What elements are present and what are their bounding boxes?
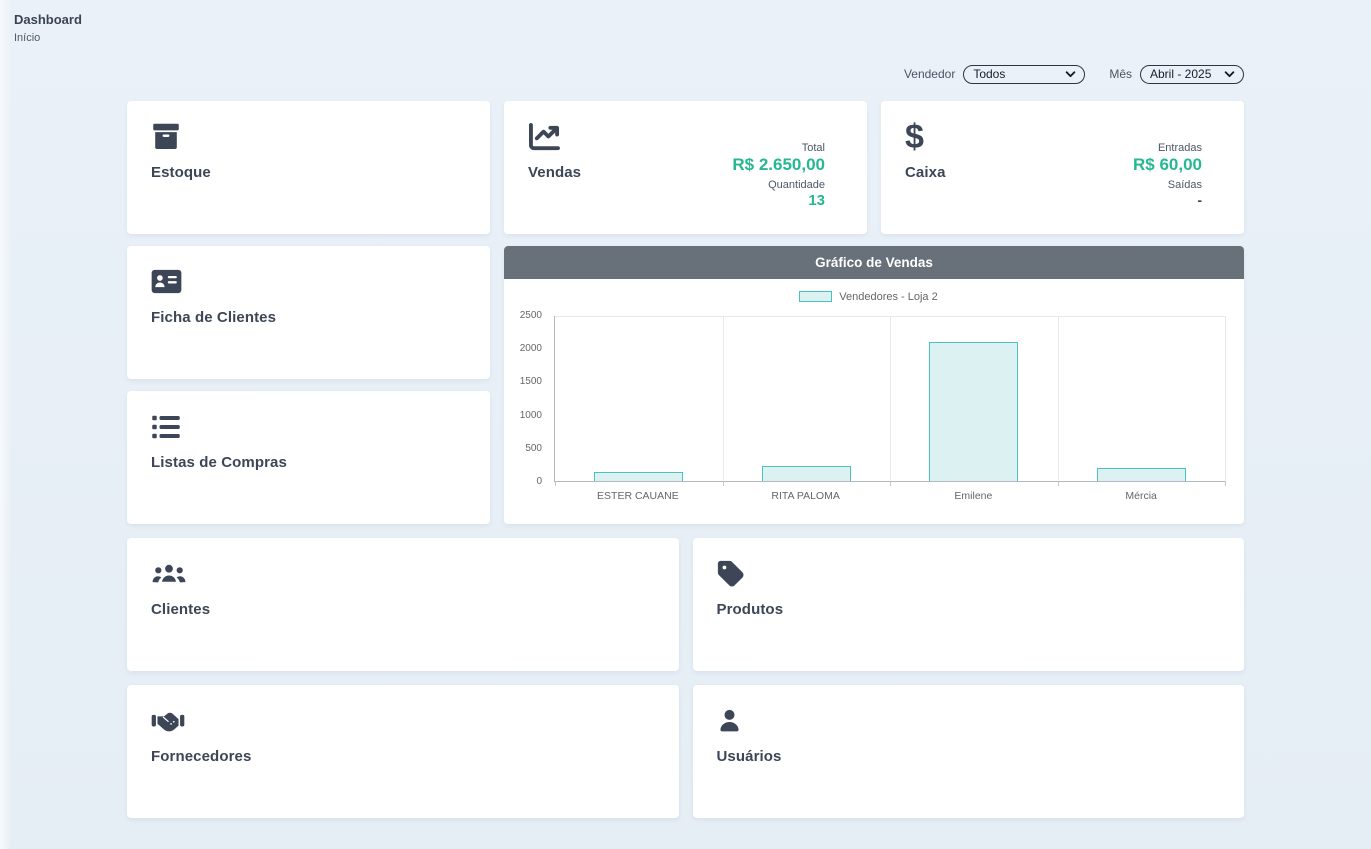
page-header: Dashboard Início	[0, 0, 1371, 44]
filters-bar: Vendedor Todos Mês Abril - 2025	[127, 65, 1244, 84]
usuarios-card[interactable]: Usuários	[693, 685, 1245, 818]
vendas-quantidade-value: 13	[732, 191, 825, 211]
bar-chart: 05001000150020002500 ESTER CAUANERITA PA…	[554, 316, 1225, 502]
box-archive-icon	[151, 123, 181, 150]
caixa-label: Caixa	[905, 164, 946, 181]
clientes-label: Clientes	[151, 601, 655, 618]
ficha-clientes-label: Ficha de Clientes	[151, 309, 466, 326]
produtos-card[interactable]: Produtos	[693, 538, 1245, 671]
chevron-down-icon	[1065, 71, 1076, 78]
y-axis: 05001000150020002500	[512, 316, 548, 482]
x-axis: ESTER CAUANERITA PALOMAEmileneMércia	[554, 490, 1225, 502]
y-tick-label: 2500	[520, 310, 542, 322]
caixa-saidas-value: -	[1133, 191, 1202, 211]
fornecedores-label: Fornecedores	[151, 748, 655, 765]
listas-compras-card[interactable]: Listas de Compras	[127, 391, 490, 524]
legend-item[interactable]: Vendedores - Loja 2	[799, 291, 937, 303]
vendas-card[interactable]: Vendas Total R$ 2.650,00 Quantidade 13	[504, 101, 867, 234]
mes-select[interactable]: Abril - 2025	[1140, 65, 1244, 84]
vendas-total-value: R$ 2.650,00	[732, 154, 825, 176]
vendas-label: Vendas	[528, 164, 581, 181]
chart-bar	[594, 472, 683, 481]
estoque-card[interactable]: Estoque	[127, 101, 490, 234]
chart-bar	[1097, 468, 1186, 481]
mes-label: Mês	[1109, 67, 1132, 81]
chart-line-icon	[528, 121, 561, 152]
breadcrumb[interactable]: Início	[14, 32, 1357, 44]
x-category-label: ESTER CAUANE	[554, 490, 722, 502]
chart-panel: Gráfico de Vendas Vendedores - Loja 2 05…	[504, 246, 1244, 524]
chevron-down-icon	[1224, 71, 1235, 78]
ficha-clientes-card[interactable]: Ficha de Clientes	[127, 246, 490, 379]
y-tick-label: 2000	[520, 343, 542, 355]
legend-swatch	[799, 291, 832, 302]
chart-panel-title: Gráfico de Vendas	[504, 246, 1244, 279]
vendedor-label: Vendedor	[904, 67, 955, 81]
fornecedores-card[interactable]: Fornecedores	[127, 685, 679, 818]
mes-select-value: Abril - 2025	[1150, 67, 1211, 81]
caixa-saidas-label: Saídas	[1133, 179, 1202, 191]
list-icon	[151, 414, 181, 440]
chart-plot	[554, 316, 1225, 482]
vendas-quantidade-label: Quantidade	[732, 179, 825, 191]
page-title: Dashboard	[14, 12, 1357, 29]
handshake-icon	[151, 709, 185, 733]
y-tick-label: 0	[536, 476, 542, 488]
vendedor-select-value: Todos	[973, 67, 1005, 81]
address-card-icon	[151, 269, 182, 294]
chart-bar	[929, 342, 1018, 481]
y-tick-label: 1500	[520, 376, 542, 388]
caixa-entradas-value: R$ 60,00	[1133, 154, 1202, 176]
legend-label: Vendedores - Loja 2	[839, 291, 937, 303]
x-category-label: Emilene	[890, 490, 1058, 502]
users-icon	[151, 561, 187, 586]
vendedor-select[interactable]: Todos	[963, 65, 1085, 84]
estoque-label: Estoque	[151, 164, 466, 181]
vendas-total-label: Total	[732, 142, 825, 154]
chart-legend: Vendedores - Loja 2	[512, 291, 1225, 303]
caixa-card[interactable]: $ Caixa Entradas R$ 60,00 Saídas -	[881, 101, 1244, 234]
usuarios-label: Usuários	[717, 748, 1221, 765]
caixa-entradas-label: Entradas	[1133, 142, 1202, 154]
produtos-label: Produtos	[717, 601, 1221, 618]
x-category-label: Mércia	[1057, 490, 1225, 502]
tag-icon	[717, 559, 745, 589]
y-tick-label: 500	[525, 443, 542, 455]
x-category-label: RITA PALOMA	[722, 490, 890, 502]
listas-compras-label: Listas de Compras	[151, 454, 466, 471]
y-tick-label: 1000	[520, 410, 542, 422]
clientes-card[interactable]: Clientes	[127, 538, 679, 671]
user-icon	[717, 708, 742, 734]
dollar-sign-icon: $	[905, 121, 924, 153]
chart-bar	[762, 466, 851, 481]
